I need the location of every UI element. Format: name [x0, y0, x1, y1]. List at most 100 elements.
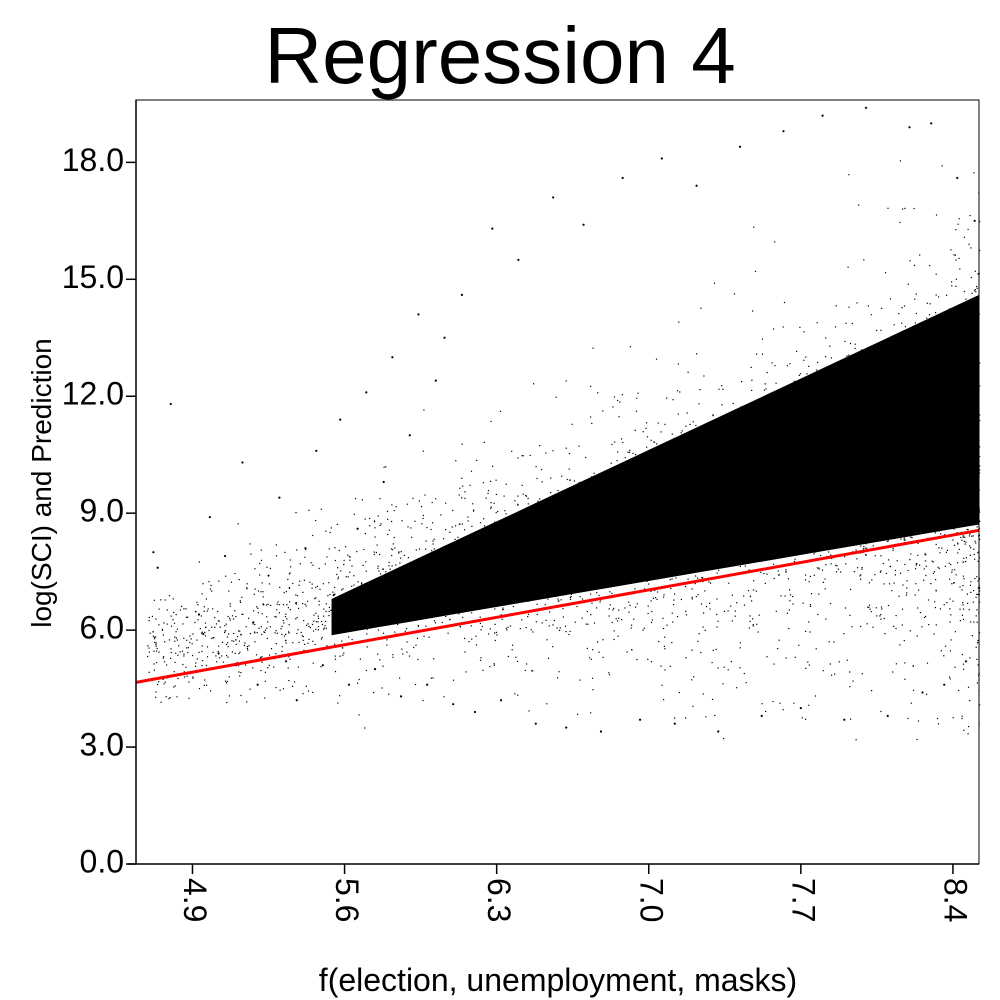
scatter-dot	[846, 399, 848, 401]
scatter-dot	[404, 593, 406, 595]
scatter-dot	[942, 480, 944, 482]
scatter-dot	[782, 709, 784, 711]
scatter-dot	[855, 452, 858, 455]
scatter-dot	[507, 626, 509, 628]
scatter-dot	[268, 583, 271, 585]
scatter-dot	[387, 618, 389, 620]
scatter-dot	[227, 656, 229, 658]
scatter-dot	[896, 421, 898, 423]
scatter-dot	[307, 690, 310, 692]
scatter-dot	[963, 498, 965, 500]
scatter-dot	[652, 449, 654, 451]
scatter-dot	[626, 498, 628, 500]
scatter-dot	[640, 488, 642, 490]
scatter-dot	[884, 633, 886, 635]
scatter-dot	[669, 579, 671, 581]
scatter-dot	[872, 520, 874, 523]
scatter-dot	[816, 567, 818, 569]
scatter-dot	[810, 593, 813, 595]
scatter-dot	[288, 631, 290, 633]
scatter-dot	[260, 656, 262, 658]
scatter-dot	[976, 609, 978, 611]
scatter-dot	[555, 497, 557, 499]
scatter-dot	[222, 661, 224, 663]
scatter-dot	[808, 704, 810, 706]
scatter-dot	[289, 572, 291, 574]
scatter-dot	[773, 663, 775, 665]
scatter-dot	[765, 477, 767, 479]
scatter-dot	[937, 429, 939, 432]
scatter-dot	[899, 160, 901, 162]
scatter-dot	[716, 572, 718, 574]
scatter-dot	[979, 469, 981, 471]
scatter-dot	[977, 497, 979, 499]
scatter-dot	[724, 540, 726, 542]
scatter-dot	[468, 641, 470, 643]
scatter-dot	[459, 550, 461, 553]
scatter-dot	[946, 449, 948, 451]
scatter-dot	[535, 584, 537, 586]
scatter-dot	[700, 519, 702, 521]
scatter-dot	[195, 611, 197, 613]
scatter-dot	[871, 579, 873, 581]
scatter-dot	[914, 469, 916, 471]
scatter-dot	[807, 661, 809, 663]
scatter-dot	[805, 395, 807, 397]
scatter-dot	[794, 558, 796, 560]
scatter-dot	[682, 552, 684, 555]
scatter-dot	[960, 536, 962, 539]
scatter-dot	[876, 390, 878, 392]
scatter-dot	[842, 493, 844, 495]
scatter-dot	[965, 304, 968, 306]
scatter-dot	[691, 588, 693, 590]
scatter-dot	[689, 477, 692, 479]
scatter-dot	[262, 591, 264, 593]
scatter-dot	[955, 369, 957, 371]
scatter-dot	[382, 623, 384, 625]
scatter-dot	[969, 657, 971, 659]
scatter-dot	[785, 453, 787, 455]
scatter-dot	[787, 486, 789, 488]
scatter-dot	[734, 615, 736, 617]
scatter-dot	[845, 563, 847, 565]
scatter-dot	[443, 581, 445, 583]
scatter-dot	[192, 676, 194, 678]
scatter-dot	[889, 477, 891, 479]
scatter-dot	[156, 662, 158, 664]
scatter-dot	[860, 542, 862, 544]
scatter-dot	[871, 457, 873, 459]
scatter-dot	[517, 564, 519, 566]
scatter-dot	[727, 538, 729, 540]
scatter-dot	[723, 737, 725, 740]
scatter-dot	[433, 658, 435, 660]
scatter-point	[373, 668, 377, 671]
scatter-dot	[963, 352, 965, 354]
scatter-dot	[834, 326, 837, 328]
scatter-dot	[704, 549, 706, 551]
scatter-dot	[887, 207, 889, 209]
scatter-dot	[498, 551, 500, 553]
scatter-dot	[775, 382, 777, 384]
scatter-dot	[758, 614, 760, 616]
scatter-dot	[205, 598, 207, 600]
scatter-dot	[947, 386, 949, 388]
scatter-dot	[342, 588, 344, 590]
scatter-dot	[763, 498, 765, 500]
scatter-dot	[851, 428, 854, 430]
scatter-dot	[391, 504, 393, 506]
scatter-dot	[591, 677, 594, 679]
scatter-dot	[772, 542, 774, 544]
scatter-dot	[585, 623, 587, 625]
scatter-dot	[958, 339, 960, 342]
scatter-dot	[805, 667, 807, 669]
scatter-dot	[466, 560, 468, 562]
scatter-dot	[576, 605, 578, 608]
scatter-dot	[819, 476, 821, 478]
scatter-dot	[598, 544, 600, 546]
scatter-dot	[954, 631, 956, 633]
scatter-dot	[739, 565, 741, 567]
scatter-dot	[770, 512, 772, 515]
scatter-dot	[580, 550, 582, 552]
scatter-dot	[629, 346, 631, 348]
scatter-dot	[973, 457, 975, 459]
